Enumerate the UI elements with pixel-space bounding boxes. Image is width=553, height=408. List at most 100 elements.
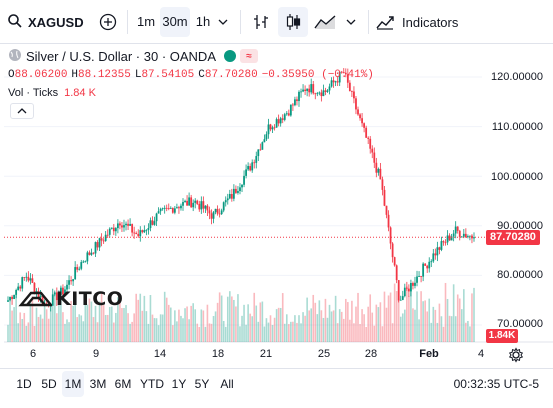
- compare-add-button[interactable]: [93, 7, 123, 37]
- candle-body: [145, 229, 148, 231]
- collapse-legend-button[interactable]: [10, 103, 34, 119]
- range-1y[interactable]: 1Y: [171, 377, 187, 391]
- candle-body: [82, 261, 85, 263]
- volume-bar: [283, 323, 286, 342]
- price-tick-90: 90.00000: [497, 220, 543, 232]
- range-5y[interactable]: 5Y: [194, 377, 210, 391]
- symbol-search[interactable]: XAGUSD: [8, 7, 84, 37]
- interval-1m[interactable]: 1m: [136, 14, 156, 29]
- range-5d[interactable]: 5D: [41, 377, 57, 391]
- delay-badge[interactable]: ≈: [240, 49, 258, 63]
- candle-body: [334, 81, 337, 83]
- candle-body: [444, 242, 447, 244]
- range-ytd[interactable]: YTD: [140, 377, 164, 391]
- volume-bar: [56, 313, 58, 342]
- volume-bar: [450, 316, 453, 342]
- candle-body: [440, 241, 443, 250]
- candle-body: [178, 207, 180, 209]
- candle-body: [359, 114, 361, 119]
- interval-1h[interactable]: 1h: [195, 14, 211, 29]
- candle-body: [363, 123, 366, 128]
- candle-body: [263, 139, 266, 143]
- price-chart[interactable]: [0, 44, 553, 368]
- chart-type-dropdown-button[interactable]: [340, 7, 362, 37]
- candle-body: [192, 202, 195, 208]
- range-6m[interactable]: 6M: [114, 377, 132, 391]
- volume-bar: [353, 323, 355, 342]
- candle-body: [159, 208, 162, 212]
- candle-body: [230, 193, 233, 199]
- candle-body: [291, 104, 294, 106]
- candle-body: [9, 296, 11, 301]
- volume-bar: [467, 320, 469, 342]
- range-3m[interactable]: 3M: [89, 377, 107, 391]
- candle-body: [51, 294, 54, 306]
- candle-body: [328, 86, 331, 91]
- volume-bar: [84, 293, 87, 342]
- close-value: 87.70280: [204, 69, 258, 81]
- candle-body: [41, 295, 44, 305]
- candle-body: [369, 138, 372, 149]
- candle-body: [90, 252, 93, 255]
- candle-body: [253, 162, 256, 164]
- candle-chart-style-button[interactable]: [278, 7, 308, 37]
- globe-icon: [8, 48, 22, 65]
- volume-bar: [408, 295, 410, 342]
- candle-body: [175, 207, 178, 209]
- volume-bar: [62, 312, 64, 342]
- candle-body: [135, 232, 138, 234]
- volume-bar: [125, 305, 127, 342]
- candle-body: [55, 292, 58, 301]
- candle-body: [210, 213, 213, 219]
- candle-body: [371, 148, 374, 153]
- volume-bar: [336, 323, 339, 342]
- volume-bar: [155, 318, 158, 342]
- volume-bar: [298, 315, 300, 342]
- range-1m[interactable]: 1M: [62, 371, 84, 397]
- interval-dropdown-button[interactable]: [212, 7, 234, 37]
- chart-settings-button[interactable]: [508, 347, 524, 366]
- price-tick-80: 80.00000: [497, 269, 543, 281]
- candle-body: [265, 134, 268, 140]
- clock-timezone[interactable]: 00:32:35 UTC-5: [453, 377, 539, 391]
- candle-body: [426, 265, 429, 269]
- candle-body: [155, 213, 158, 222]
- volume-bar: [442, 326, 445, 342]
- indicators-button[interactable]: Indicators: [376, 7, 458, 37]
- volume-bar: [21, 318, 24, 342]
- bar-chart-style-button[interactable]: [246, 7, 276, 37]
- candle-body: [169, 208, 172, 209]
- volume-bar: [224, 326, 227, 342]
- volume-bar: [169, 307, 172, 342]
- volume-bar: [393, 283, 396, 342]
- volume-bar: [363, 314, 365, 342]
- volume-bar: [328, 304, 331, 342]
- candle-body: [267, 124, 270, 135]
- volume-bar: [440, 316, 443, 342]
- candle-body: [21, 277, 24, 289]
- volume-bar: [344, 298, 347, 342]
- candle-body: [15, 289, 18, 295]
- volume-bar: [463, 289, 465, 342]
- volume-bar: [312, 294, 315, 342]
- interval-30m[interactable]: 30m: [160, 7, 190, 37]
- candle-body: [57, 294, 60, 301]
- candle-body: [332, 80, 335, 83]
- candle-body: [224, 200, 227, 203]
- market-open-indicator: [224, 50, 236, 62]
- range-all[interactable]: All: [220, 377, 234, 391]
- area-chart-icon: [314, 15, 336, 29]
- volume-bar: [369, 294, 372, 342]
- volume-bar: [15, 294, 17, 342]
- range-1d[interactable]: 1D: [16, 377, 32, 391]
- volume-bar: [265, 318, 268, 342]
- volume-bar: [406, 286, 408, 342]
- candle-body: [53, 292, 56, 295]
- area-chart-style-button[interactable]: [310, 7, 340, 37]
- candle-body: [357, 109, 359, 115]
- volume-bar: [304, 315, 306, 342]
- candle-body: [452, 233, 455, 237]
- volume-bar: [322, 317, 325, 342]
- candle-body: [361, 118, 363, 124]
- candle-body: [434, 253, 437, 256]
